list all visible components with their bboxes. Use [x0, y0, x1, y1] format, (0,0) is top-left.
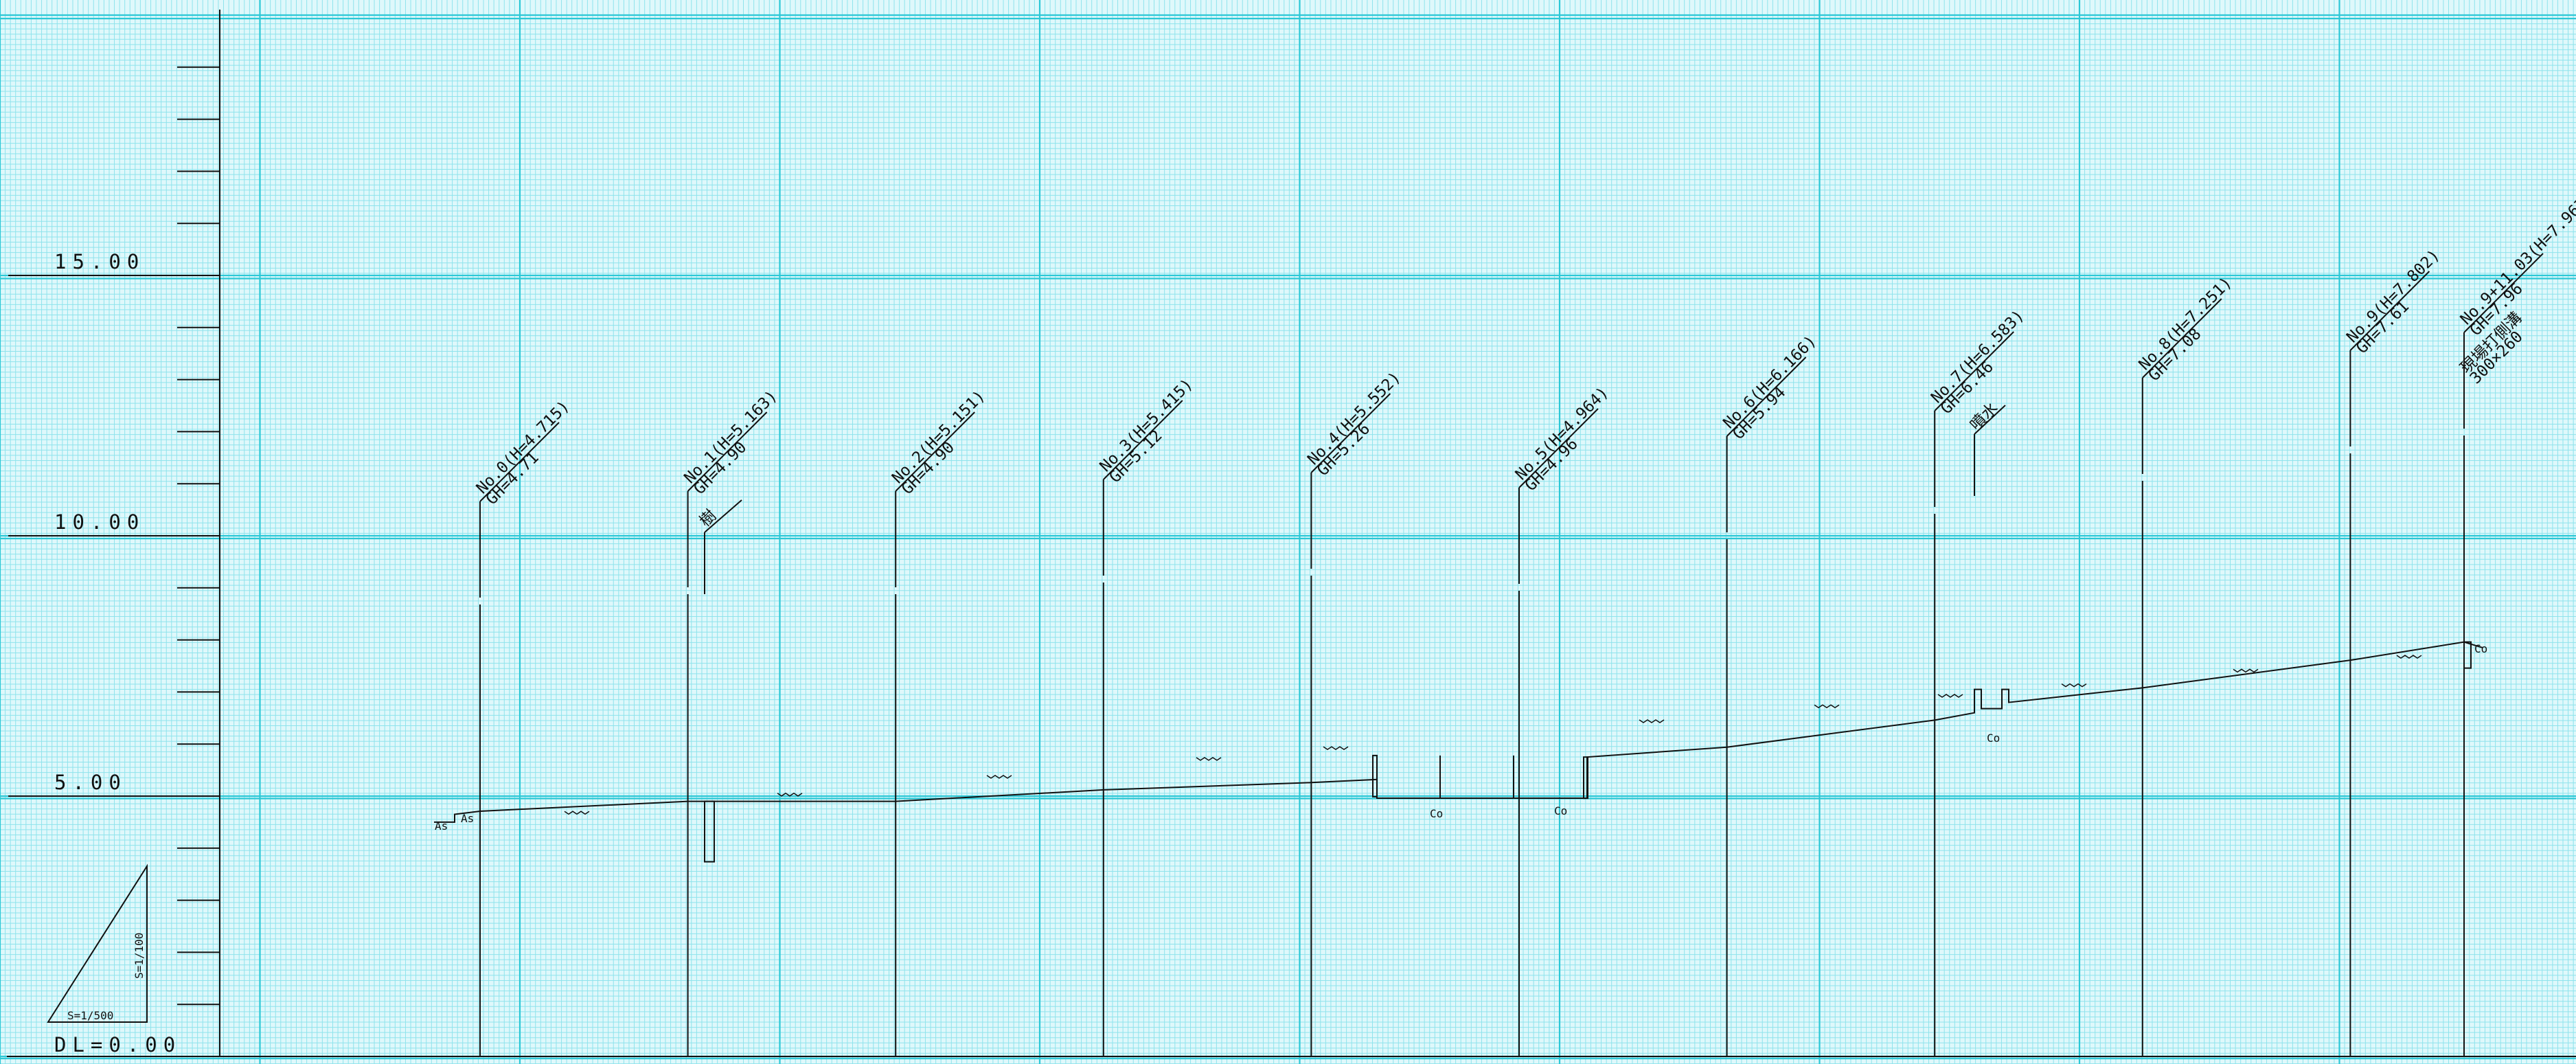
grass-marker	[986, 774, 1012, 779]
elevation-label-10: 10.00	[54, 510, 146, 534]
station-leader-slash	[1103, 400, 1183, 480]
station-label: No.8(H=7.251)	[2136, 274, 2236, 374]
tree-label: 樹	[696, 507, 720, 531]
surface-label-co-box-right: Co	[1554, 804, 1567, 817]
scale-horizontal-label: S=1/500	[67, 1009, 113, 1022]
station-leader-slash	[479, 422, 560, 502]
water-leader-slash	[1974, 405, 2006, 435]
elevation-label-15: 15.00	[54, 250, 146, 273]
station-leader-slash	[1726, 356, 1807, 437]
grass-marker	[1323, 746, 1349, 751]
station-label: No.4(H=5.552)	[1304, 369, 1404, 469]
box-culvert-wall-left	[1372, 754, 1378, 797]
station-leader-slash	[1934, 331, 2014, 411]
station-label: No.5(H=4.964)	[1512, 384, 1612, 484]
surface-label-co-box-left: Co	[1430, 807, 1443, 820]
grass-marker	[1937, 694, 1963, 698]
tree-leader-slash	[704, 499, 742, 533]
grass-marker	[2061, 683, 2087, 688]
scale-triangle	[47, 863, 148, 1023]
surface-label-as-right: As	[461, 812, 474, 825]
surface-label-co-end: Co	[2474, 642, 2487, 655]
station-leader-slash	[2463, 253, 2544, 333]
datum-label: DL=0.00	[54, 1033, 182, 1056]
station-leader-slash	[687, 411, 768, 492]
station-leader-slash	[2142, 298, 2222, 378]
grass-marker	[1639, 719, 1665, 723]
station-label: No.2(H=5.151)	[889, 387, 989, 488]
ink-layer	[7, 10, 2576, 1057]
end-wall	[2463, 641, 2472, 669]
grass-marker	[1814, 704, 1840, 709]
grass-marker	[564, 811, 590, 815]
elevation-label-5: 5.00	[54, 771, 127, 794]
box-culvert-wall-right	[1583, 756, 1588, 800]
manhole-well	[704, 800, 715, 863]
station-label: No.0(H=4.715)	[473, 398, 573, 498]
label-layer: No.0(H=4.715)GH=4.71 No.1(H=5.163)GH=4.90…	[473, 188, 2576, 530]
station-leader-slash	[2349, 271, 2430, 351]
grass-marker	[1196, 756, 1222, 761]
station-label: No.6(H=6.166)	[1720, 332, 1820, 433]
water-seepage-label: 噴水	[1967, 399, 2002, 434]
grass-marker	[2396, 655, 2422, 659]
grass-marker	[777, 792, 803, 797]
station-label: No.9(H=7.802)	[2343, 247, 2443, 347]
station-leader-slash	[1518, 408, 1599, 488]
station-label: No.7(H=6.583)	[1928, 307, 2028, 407]
station-leader-slash	[895, 411, 975, 492]
surface-label-co-channel: Co	[1987, 732, 2000, 745]
station-label: No.9+11.03(H=7.967)	[2457, 188, 2576, 328]
station-leader-slash	[1310, 393, 1391, 473]
ground-profile-line	[434, 641, 2483, 823]
surface-label-layer: As As Co Co Co Co S=1/500 S=1/100	[67, 642, 2487, 1022]
station-label: No.1(H=5.163)	[681, 387, 781, 488]
station-label: No.3(H=5.415)	[1097, 376, 1197, 476]
scale-vertical-label: S=1/100	[133, 933, 146, 979]
surface-label-as-left: As	[435, 819, 448, 833]
grass-marker	[2233, 668, 2259, 673]
